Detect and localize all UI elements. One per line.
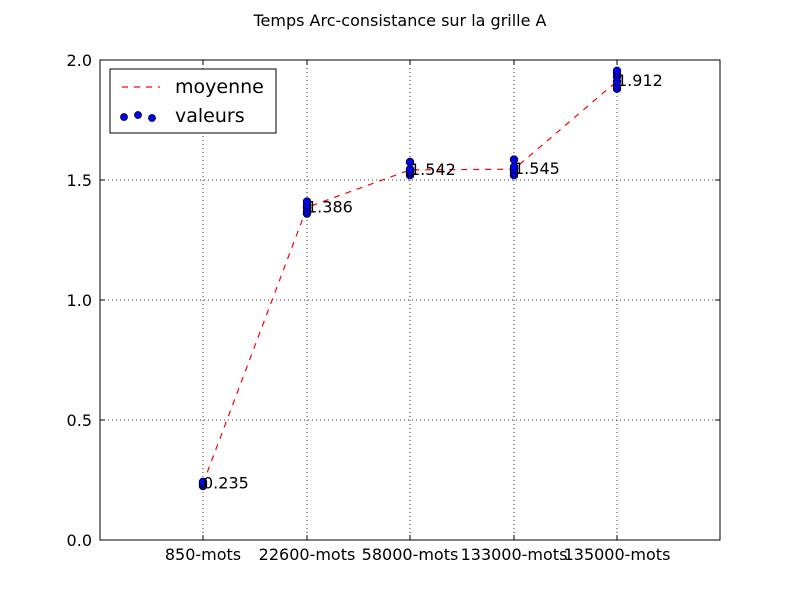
data-label: 1.386 bbox=[307, 197, 353, 216]
x-axis: 850-mots 22600-mots 58000-mots 133000-mots1… bbox=[165, 60, 671, 564]
x-tick-label: 22600-mots bbox=[259, 545, 356, 564]
x-tick-label: 133000-mots bbox=[461, 545, 568, 564]
data-point bbox=[302, 197, 312, 206]
data-labels: 0.235 1.386 1.542 1.545 1.912 bbox=[203, 71, 663, 492]
data-point bbox=[509, 155, 519, 164]
y-axis: 0.0 0.5 1.0 1.5 2.0 bbox=[67, 51, 720, 550]
data-point bbox=[198, 477, 208, 487]
data-label: 1.542 bbox=[410, 160, 456, 179]
plot-frame bbox=[99, 59, 721, 541]
data-point bbox=[405, 157, 415, 167]
grid bbox=[100, 60, 720, 540]
y-tick-label: 0.5 bbox=[67, 411, 92, 430]
legend-marker bbox=[148, 114, 156, 122]
legend-marker bbox=[120, 113, 128, 121]
chart-title: Temps Arc-consistance sur la grille A bbox=[252, 11, 546, 30]
y-tick-label: 1.5 bbox=[67, 171, 92, 190]
y-tick-label: 0.0 bbox=[67, 531, 92, 550]
legend-marker bbox=[134, 111, 142, 119]
data-point bbox=[612, 66, 622, 75]
mean-line-group bbox=[202, 80, 618, 484]
legend-box bbox=[109, 68, 277, 134]
data-label: 0.235 bbox=[203, 474, 249, 493]
legend: moyenne valeurs bbox=[109, 68, 277, 134]
x-tick-label: 850-mots bbox=[165, 545, 241, 564]
y-tick-label: 1.0 bbox=[67, 291, 92, 310]
x-tick-label: 135000-mots bbox=[564, 545, 671, 564]
y-tick-label: 2.0 bbox=[67, 51, 92, 70]
mean-line bbox=[202, 80, 618, 484]
legend-label-moyenne: moyenne bbox=[175, 76, 264, 98]
data-points bbox=[198, 66, 622, 491]
data-label: 1.912 bbox=[617, 71, 663, 90]
legend-label-valeurs: valeurs bbox=[175, 105, 245, 127]
data-label: 1.545 bbox=[514, 159, 560, 178]
x-tick-label: 58000-mots bbox=[362, 545, 459, 564]
